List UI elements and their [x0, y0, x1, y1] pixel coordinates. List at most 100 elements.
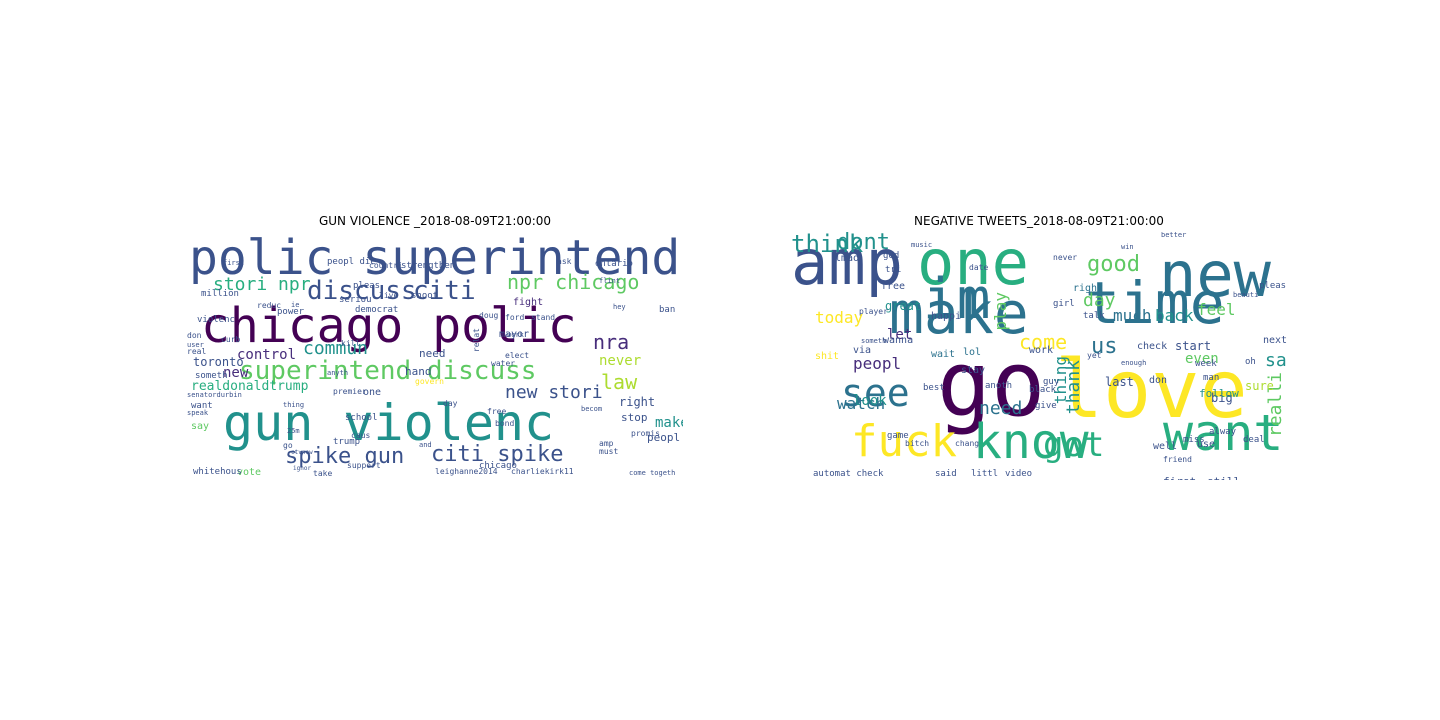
- cloud-word: good: [1087, 252, 1140, 277]
- cloud-word: strengthen: [401, 261, 456, 271]
- cloud-word: anoth: [985, 381, 1013, 391]
- cloud-word: 25m: [287, 427, 300, 435]
- cloud-word: alway: [1209, 427, 1237, 437]
- cloud-word: countri: [369, 261, 403, 270]
- cloud-word: amp: [599, 439, 614, 448]
- cloud-word: wanna: [883, 335, 914, 346]
- cloud-word: black: [1029, 385, 1057, 395]
- cloud-word: date: [969, 263, 989, 272]
- cloud-word: work: [507, 331, 524, 339]
- cloud-word: great: [885, 299, 922, 313]
- cloud-word: ctvnew: [291, 449, 313, 456]
- cloud-word: still: [1207, 476, 1240, 480]
- cloud-word: feel: [1197, 300, 1236, 319]
- cloud-word: first: [223, 259, 245, 267]
- cloud-word: bitch: [905, 439, 930, 448]
- cloud-word: follow: [1199, 387, 1239, 400]
- cloud-word: user: [187, 341, 204, 349]
- cloud-word: need: [979, 398, 1023, 419]
- cloud-word: stay: [961, 365, 986, 376]
- cloud-word: senatordurbin: [187, 391, 242, 399]
- cloud-word: give: [1035, 401, 1057, 411]
- cloud-word: lol: [963, 347, 982, 358]
- cloud-word: doug: [479, 311, 499, 320]
- cloud-word: yet: [1087, 351, 1102, 360]
- cloud-word: ban: [659, 305, 676, 315]
- cloud-word: chicago: [479, 461, 517, 471]
- cloud-word: don: [1149, 375, 1168, 386]
- cloud-word: caus: [351, 431, 371, 440]
- cloud-word: superintend discuss: [239, 356, 537, 386]
- cloud-word: charliekirk11: [511, 467, 574, 476]
- cloud-word: water: [491, 359, 516, 368]
- cloud-word: trump: [333, 437, 361, 447]
- cloud-word: chicago polic: [201, 298, 577, 354]
- cloud-word: work: [1029, 345, 1054, 356]
- cloud-word: reduc: [257, 301, 282, 310]
- cloud-word: never: [599, 353, 642, 369]
- cloud-word: use: [1197, 439, 1216, 450]
- cloud-word: much: [1113, 306, 1152, 325]
- cloud-word: hand: [405, 365, 432, 378]
- cloud-word: shit: [815, 351, 840, 362]
- cloud-word: littl: [971, 469, 999, 479]
- cloud-word: million: [201, 289, 239, 299]
- cloud-word: come: [1019, 330, 1068, 354]
- cloud-word: npr chicago: [507, 270, 640, 294]
- cloud-word: pleas: [353, 281, 381, 291]
- panel-title: GUN VIOLENCE _2018-08-09T21:00:00: [318, 214, 552, 228]
- cloud-word: control: [237, 347, 297, 363]
- cloud-word: see: [841, 371, 910, 415]
- negative-tweets-wordcloud: one new make time im go love amp fuck know want see…: [791, 232, 1287, 480]
- cloud-word: music: [911, 241, 933, 249]
- cloud-word: leighanne2014: [435, 467, 498, 476]
- cloud-word: know: [973, 414, 1089, 470]
- cloud-word: relat: [472, 328, 481, 353]
- cloud-word: promis: [631, 429, 660, 438]
- cloud-word: make: [655, 415, 683, 431]
- cloud-word: discuss: [307, 276, 417, 306]
- cloud-word: win: [1121, 243, 1134, 251]
- cloud-word: better: [1161, 232, 1187, 239]
- cloud-word: school: [345, 413, 378, 423]
- cloud-word: stop: [621, 411, 648, 424]
- cloud-word: bond: [495, 419, 515, 428]
- cloud-word: ie: [291, 301, 300, 309]
- cloud-word: democrat: [355, 305, 399, 315]
- cloud-word: us: [1091, 334, 1118, 359]
- cloud-word: mayor: [499, 329, 530, 340]
- cloud-word: god: [883, 251, 900, 261]
- cloud-word: flint: [599, 277, 621, 285]
- cloud-word: real: [187, 347, 207, 356]
- cloud-word: today: [815, 308, 864, 327]
- cloud-word: man: [1203, 373, 1220, 383]
- cloud-word: new stori: [505, 382, 603, 403]
- cloud-word: best: [923, 383, 945, 393]
- cloud-word: chang: [955, 439, 980, 448]
- cloud-word: ask: [557, 257, 572, 266]
- cloud-word: make: [889, 279, 1029, 347]
- cloud-word: wait: [931, 349, 956, 360]
- cloud-word: ford: [505, 313, 525, 322]
- cloud-word: look: [853, 393, 887, 409]
- cloud-word: gun violenc: [223, 394, 555, 452]
- cloud-word: govern: [415, 377, 444, 386]
- cloud-word: new: [1159, 238, 1271, 311]
- negative-tweets-panel: NEGATIVE TWEETS_2018-08-09T21:00:00 one n…: [791, 214, 1287, 484]
- cloud-word: free: [881, 281, 906, 292]
- cloud-word: elect: [505, 351, 530, 360]
- cloud-word: law: [601, 370, 638, 394]
- cloud-word: toronto: [193, 355, 244, 369]
- cloud-word: sure: [1245, 379, 1274, 393]
- cloud-word: live: [379, 291, 399, 300]
- cloud-word: spike gun: [285, 444, 405, 469]
- cloud-word: curb: [221, 335, 241, 344]
- gun-violence-wordcloud: polic superintend chicago polic gun violen…: [187, 232, 683, 480]
- cloud-word: violenc: [197, 315, 235, 325]
- cloud-word: day: [443, 399, 458, 408]
- cloud-word: said: [935, 469, 957, 479]
- cloud-word: come togeth: [629, 469, 676, 477]
- cloud-word: peopl: [853, 354, 902, 373]
- cloud-word: beauti: [1233, 291, 1259, 299]
- cloud-word: go: [937, 332, 1046, 437]
